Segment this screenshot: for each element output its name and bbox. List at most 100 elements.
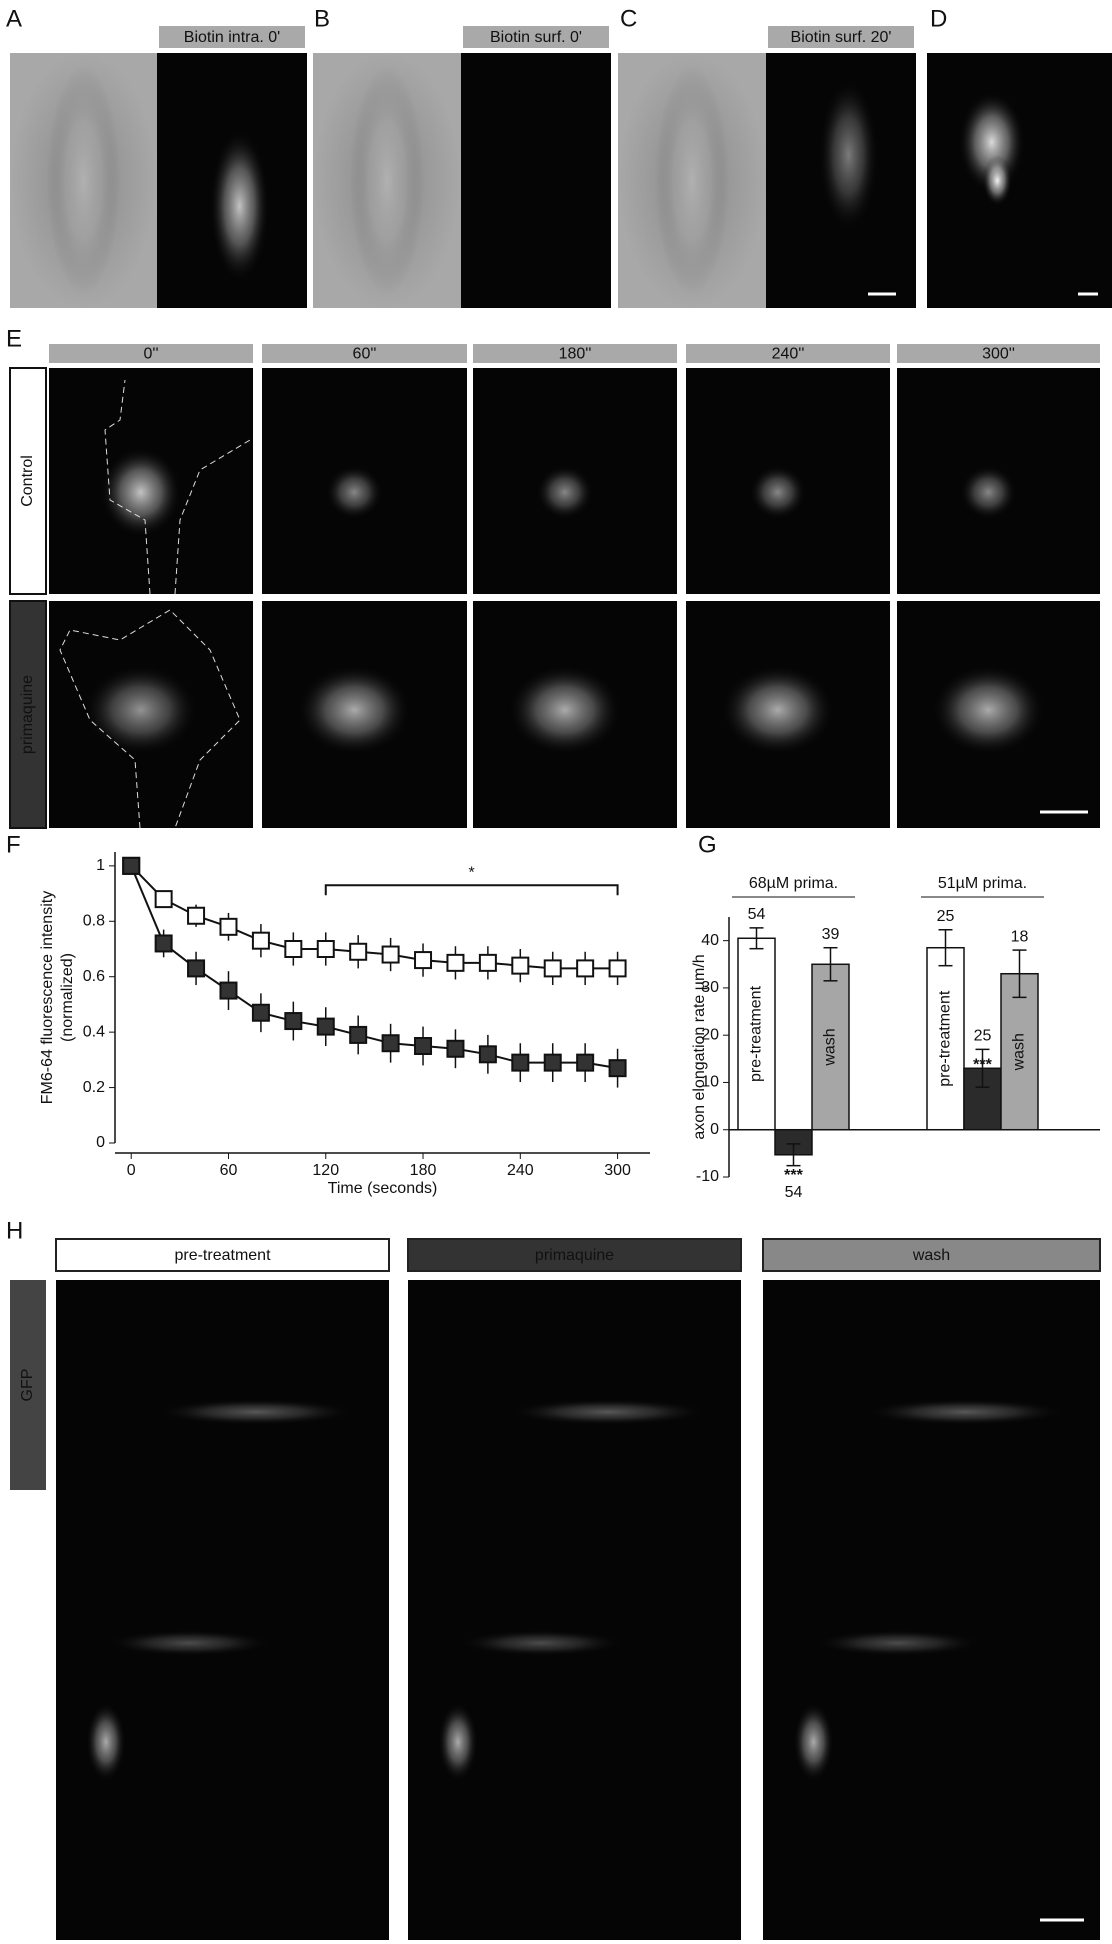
panel-letter: B (314, 5, 330, 32)
cell-signal (83, 664, 198, 756)
point (284, 1012, 303, 1031)
cell-signal (507, 664, 622, 756)
cell-signal (813, 1629, 983, 1657)
bar-text: wash (822, 1028, 839, 1066)
x-axis-label: Time (seconds) (328, 1180, 438, 1197)
n-label: 18 (1011, 928, 1029, 945)
cell-outline (104, 379, 251, 595)
panel-letter: G (698, 831, 717, 858)
point (446, 953, 465, 972)
group-label: 68µM prima. (749, 875, 838, 892)
cell-signal (864, 1398, 1067, 1426)
fluorescence-image (927, 53, 1112, 308)
point (187, 906, 206, 925)
point (414, 951, 433, 970)
fluorescence-image (408, 1280, 741, 1940)
point (543, 1053, 562, 1072)
side-box (9, 600, 47, 829)
n-label: 25 (937, 908, 955, 925)
bar (737, 937, 776, 1131)
y-tick-label: 0.8 (83, 913, 105, 930)
y-axis-label: (normalized) (59, 953, 76, 1042)
panel-letter: C (620, 5, 637, 32)
point (316, 940, 335, 958)
point (316, 1017, 335, 1036)
n-label: 39 (822, 926, 840, 943)
bar-text: pre-treatment (748, 985, 765, 1082)
label-box (262, 344, 467, 363)
label-text: Biotin surf. 0' (490, 29, 582, 46)
cell-signal (325, 465, 383, 520)
cell-signal (793, 1702, 834, 1782)
annotation: * (469, 864, 475, 881)
panel-letter: D (930, 5, 947, 32)
x-tick-label: 180 (410, 1162, 437, 1179)
significance-bracket (324, 884, 619, 896)
series-line (130, 865, 618, 1070)
bar-text: wash (1011, 1033, 1028, 1071)
bar (926, 946, 965, 1131)
cell-signal (457, 1629, 625, 1657)
label-text: 180'' (559, 346, 592, 363)
x-tick-label: 120 (312, 1162, 339, 1179)
cell-signal (818, 78, 879, 232)
bar-text: pre-treatment (937, 990, 954, 1087)
point (251, 931, 270, 950)
label-text: 60'' (353, 346, 377, 363)
point (414, 1037, 433, 1055)
x-tick-label: 240 (507, 1162, 534, 1179)
point (608, 959, 627, 978)
y-axis-label: axon elongation rate µm/h (691, 954, 708, 1139)
significance: *** (973, 1056, 992, 1073)
y-tick-label: 10 (701, 1074, 719, 1091)
significance: *** (784, 1167, 803, 1184)
label-box (768, 26, 914, 48)
side-text: primaquine (19, 675, 36, 754)
y-tick-label: -10 (696, 1168, 719, 1185)
label-box (762, 1238, 1101, 1272)
cell-signal (155, 1398, 356, 1426)
group-label: 51µM prima. (938, 875, 1027, 892)
x-tick-label: 60 (220, 1162, 238, 1179)
cell-signal (982, 155, 1013, 206)
cell-signal (105, 1629, 273, 1657)
point (511, 1053, 530, 1072)
side-text: GFP (19, 1369, 36, 1402)
label-text: 240'' (772, 346, 805, 363)
n-label: 25 (974, 1028, 992, 1045)
cell-signal (931, 664, 1046, 756)
point (154, 934, 173, 953)
point (219, 981, 238, 1000)
point (511, 956, 530, 975)
point (608, 1059, 627, 1078)
point (349, 1025, 368, 1044)
side-box (9, 367, 47, 595)
fluorescence-image (763, 1280, 1100, 1940)
panel-letter: F (6, 831, 21, 858)
label-box (55, 1238, 390, 1272)
y-tick-label: 0.2 (83, 1079, 105, 1096)
label-text: 0'' (143, 346, 158, 363)
cell-signal (655, 65, 729, 296)
x-tick-label: 300 (604, 1162, 631, 1179)
y-axis-label: FM6-64 fluorescence intensity (39, 891, 56, 1104)
point (154, 890, 173, 909)
point (543, 959, 562, 978)
fluorescence-image (461, 53, 611, 308)
cell-signal (437, 1702, 478, 1782)
point (122, 856, 141, 875)
label-box (686, 344, 890, 363)
cell-signal (100, 447, 182, 538)
cell-signal (296, 664, 412, 756)
label-text: primaquine (535, 1247, 614, 1264)
cell-signal (85, 1702, 126, 1782)
panel-letter: H (6, 1217, 23, 1244)
cell-signal (46, 65, 121, 296)
point (381, 945, 400, 964)
label-box (463, 26, 609, 48)
y-tick-label: 20 (701, 1026, 719, 1043)
n-label: 54 (785, 1184, 803, 1201)
cell-signal (350, 65, 424, 296)
